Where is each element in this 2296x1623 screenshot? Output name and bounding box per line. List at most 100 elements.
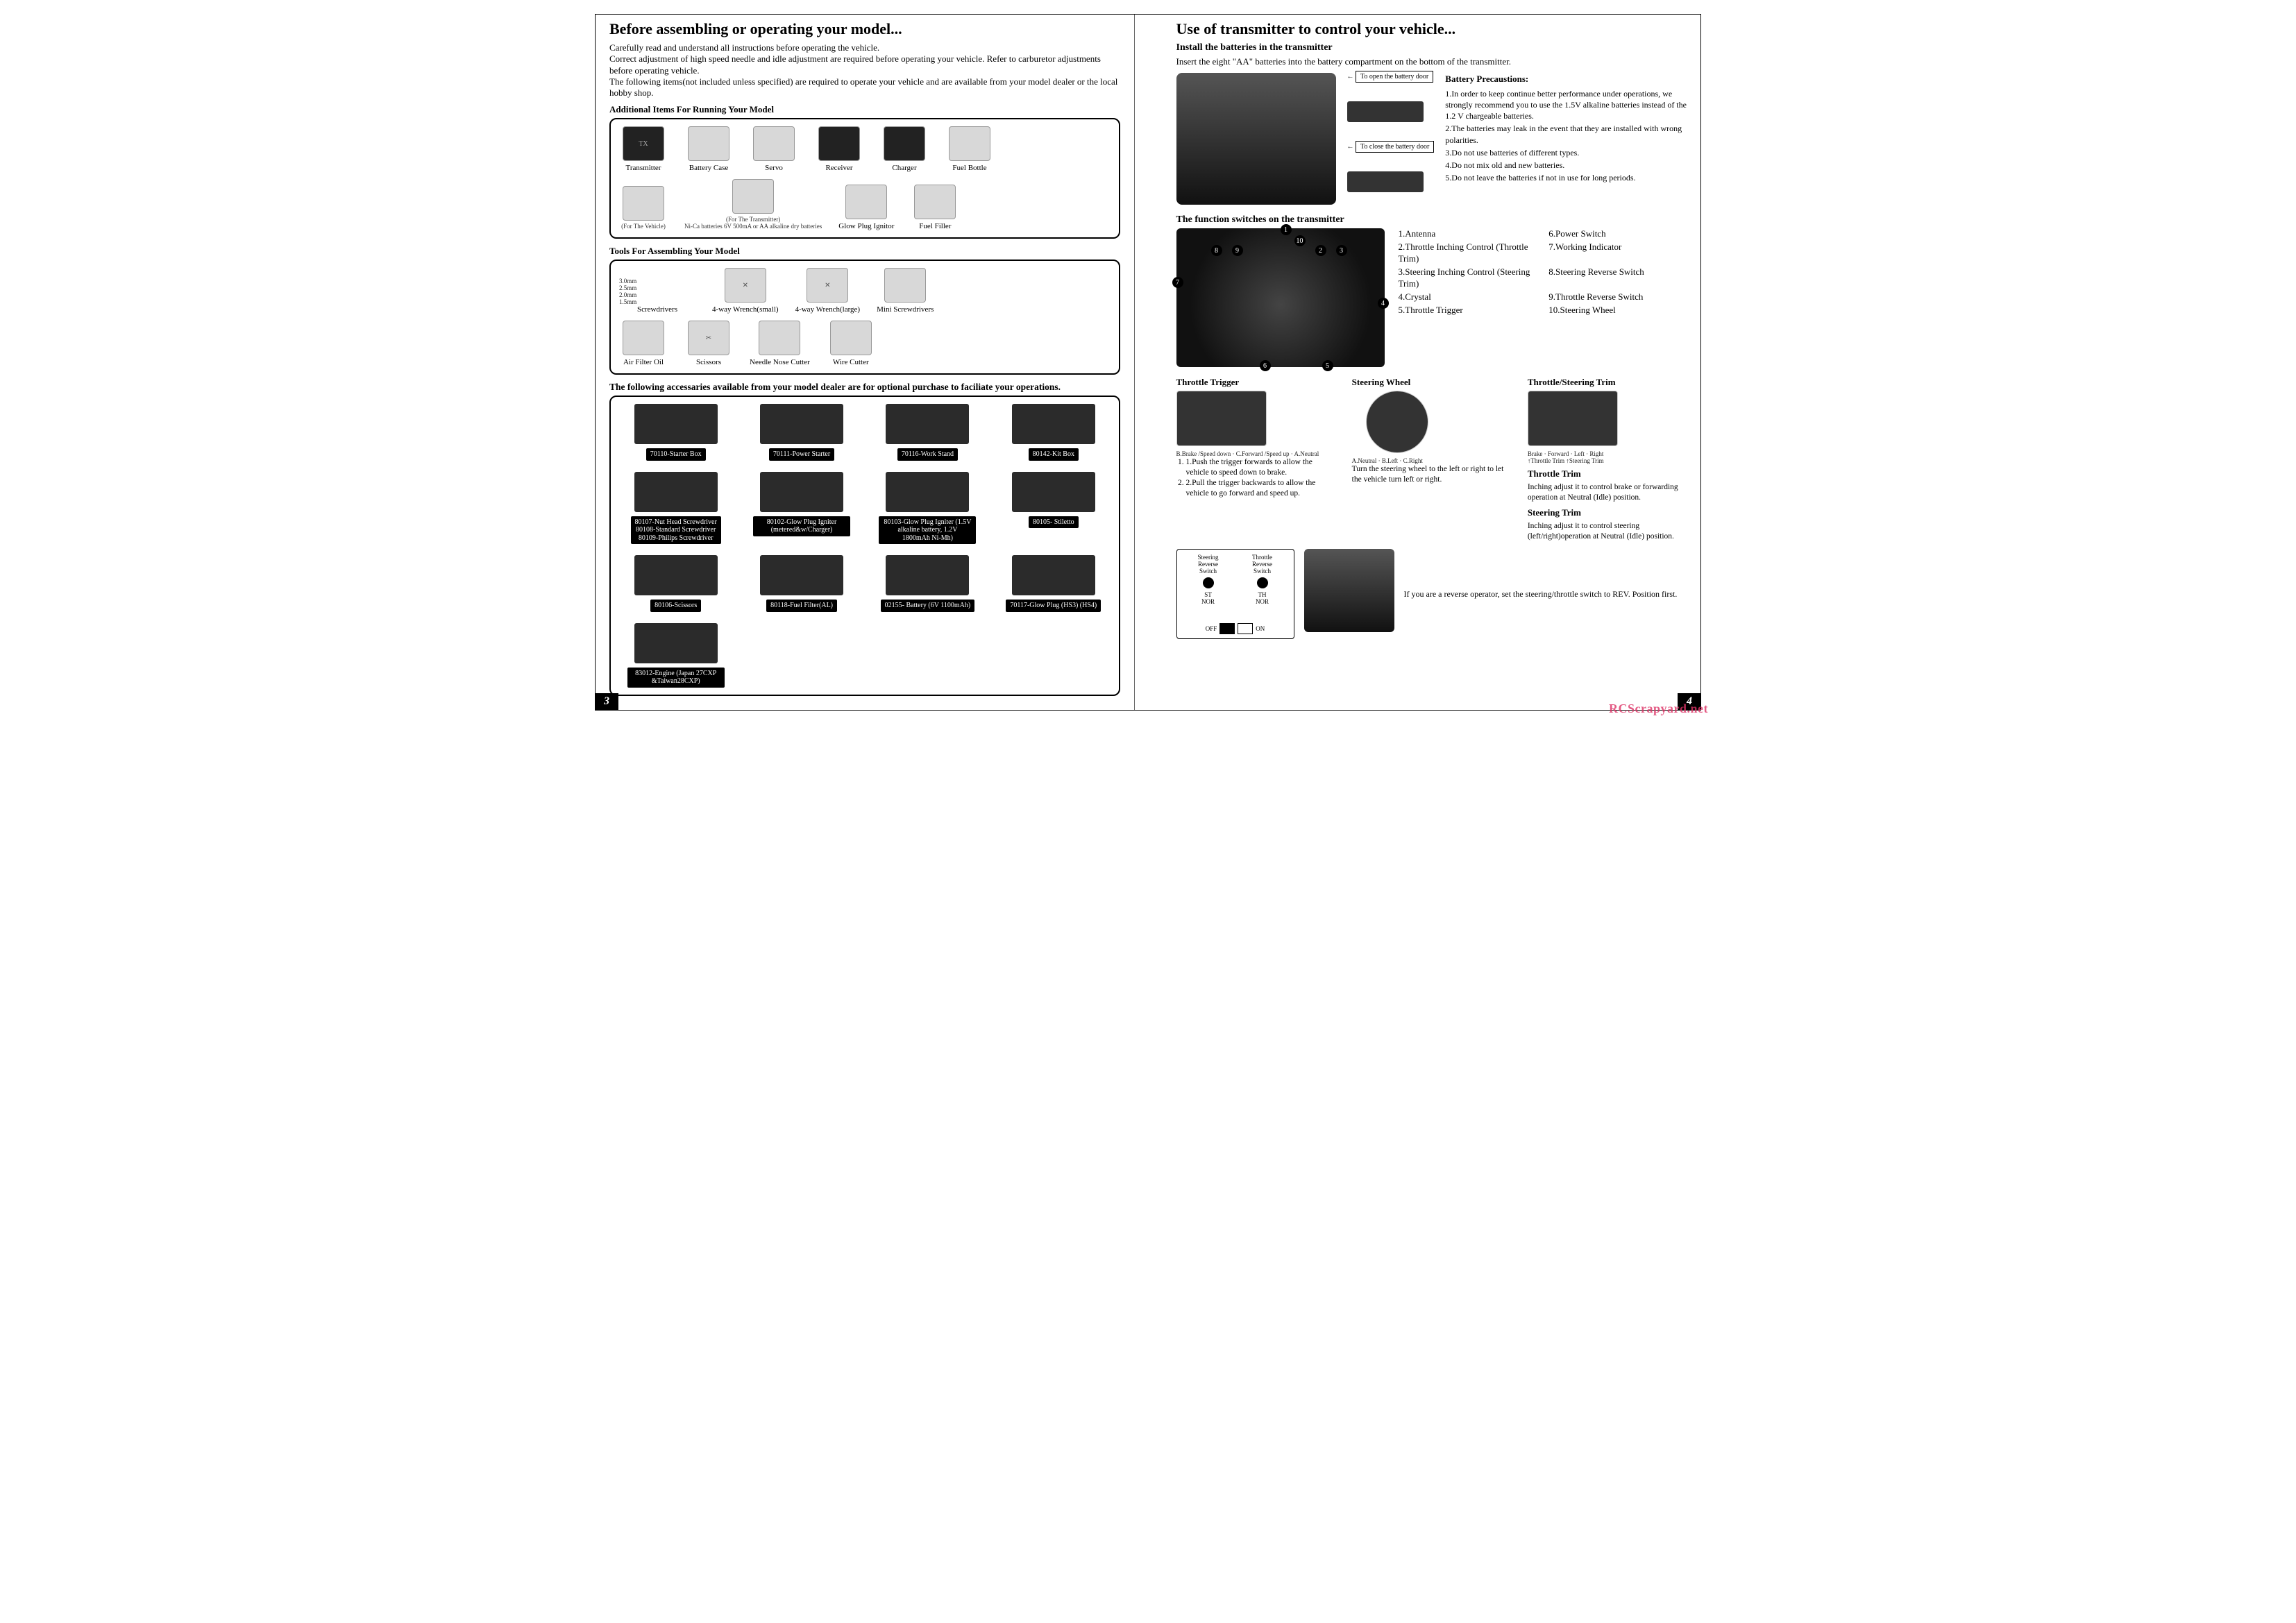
steering-wheel-block: Steering Wheel A.Neutral · B.Left · C.Ri… xyxy=(1352,377,1511,485)
precaution-item: 5.Do not leave the batteries if not in u… xyxy=(1445,172,1687,183)
tool-mini-screwdrivers: Mini Screwdrivers xyxy=(877,268,934,314)
throttle-label-b: B.Brake /Speed down xyxy=(1176,450,1231,457)
fuel-filler-icon xyxy=(914,185,956,219)
controls-section: Throttle Trigger B.Brake /Speed down · C… xyxy=(1176,377,1687,542)
trim-image xyxy=(1528,391,1618,446)
item-label: Receiver xyxy=(825,164,852,172)
wrench-icon: ✕ xyxy=(807,268,848,303)
acc-label: 80118-Fuel Filter(AL) xyxy=(766,600,837,612)
rev-on: ON xyxy=(1256,625,1265,632)
function-switches-section: The function switches on the transmitter… xyxy=(1176,214,1687,367)
acc-glow-plug: 70117-Glow Plug (HS3) (HS4) xyxy=(997,555,1110,612)
callout-2: 2 xyxy=(1315,245,1326,256)
acc-glow-igniter-metered: 80102-Glow Plug Igniter (metered&w/Charg… xyxy=(745,472,858,545)
battery-precautions: Battery Precaustions: 1.In order to keep… xyxy=(1445,73,1687,185)
acc-label: 83012-Engine (Japan 27CXP &Taiwan28CXP) xyxy=(627,668,725,688)
func-item: 3.Steering Inching Control (Steering Tri… xyxy=(1399,266,1537,290)
tool-air-filter-oil: Air Filter Oil xyxy=(619,321,668,366)
ttrim-note: Inching adjust it to control brake or fo… xyxy=(1528,482,1687,503)
steering-label-a: A.Neutral xyxy=(1352,457,1377,464)
item-label: (For The Vehicle) xyxy=(621,223,666,230)
trim-label-strim: Steering Trim xyxy=(1569,457,1604,464)
page-title-right: Use of transmitter to control your vehic… xyxy=(1176,20,1687,38)
steering-label-b: B.Left xyxy=(1382,457,1398,464)
wrench-icon: ✕ xyxy=(725,268,766,303)
transmitter-icon: TX xyxy=(623,126,664,161)
rev-th-short: TH xyxy=(1245,591,1280,598)
item-label: Transmitter xyxy=(626,164,661,172)
intro-line: Correct adjustment of high speed needle … xyxy=(609,53,1120,76)
pliers-icon xyxy=(759,321,800,355)
callout-5: 5 xyxy=(1322,360,1333,371)
steering-label-c: C.Right xyxy=(1403,457,1423,464)
acc-stiletto: 80105- Stiletto xyxy=(997,472,1110,545)
rev-st-short: ST xyxy=(1191,591,1226,598)
strim-note: Inching adjust it to control steering (l… xyxy=(1528,521,1687,542)
precaution-item: 4.Do not mix old and new batteries. xyxy=(1445,160,1687,171)
acc-label: 70110-Starter Box xyxy=(646,448,706,461)
func-item: 9.Throttle Reverse Switch xyxy=(1548,291,1687,303)
throttle-note: 1.Push the trigger forwards to allow the… xyxy=(1186,457,1335,478)
callout-10: 10 xyxy=(1294,235,1306,246)
door-open-label: To open the battery door xyxy=(1356,71,1433,83)
func-item: 5.Throttle Trigger xyxy=(1399,305,1537,316)
callout-9: 9 xyxy=(1232,245,1243,256)
door-close-label: To close the battery door xyxy=(1356,141,1434,153)
acc-label: 70116-Work Stand xyxy=(897,448,958,461)
transmitter-rear-image xyxy=(1304,549,1394,632)
acc-thumb xyxy=(1012,472,1095,512)
knob-icon xyxy=(1257,577,1268,588)
func-heading: The function switches on the transmitter xyxy=(1176,214,1687,226)
item-tx-batteries: (For The Transmitter) Ni-Ca batteries 6V… xyxy=(684,179,822,230)
callout-7: 7 xyxy=(1172,277,1183,288)
tools-heading: Tools For Assembling Your Model xyxy=(609,246,1120,257)
page-left: Before assembling or operating your mode… xyxy=(596,15,1135,710)
trim-label-forward: Forward xyxy=(1548,450,1569,457)
tool-label: Mini Screwdrivers xyxy=(877,305,934,314)
item-label: Fuel Filler xyxy=(919,222,951,230)
rev-nor: NOR xyxy=(1245,598,1280,605)
screwdriver-size: 2.0mm xyxy=(619,291,636,298)
func-item: 2.Throttle Inching Control (Throttle Tri… xyxy=(1399,241,1537,265)
func-item: 1.Antenna xyxy=(1399,228,1537,240)
batteries-icon xyxy=(732,179,774,214)
item-charger: Charger xyxy=(880,126,929,172)
precaution-item: 1.In order to keep continue better perfo… xyxy=(1445,88,1687,122)
tool-label: Wire Cutter xyxy=(833,358,869,366)
acc-label: 80142-Kit Box xyxy=(1029,448,1079,461)
item-servo: Servo xyxy=(750,126,798,172)
transmitter-top-image: 1 2 3 4 5 6 7 8 9 10 xyxy=(1176,228,1385,367)
tool-label: Air Filter Oil xyxy=(623,358,664,366)
trim-label-brake: Brake xyxy=(1528,450,1543,457)
item-fuel-bottle: Fuel Bottle xyxy=(945,126,994,172)
item-label: Glow Plug Ignitor xyxy=(838,222,894,230)
page-title-left: Before assembling or operating your mode… xyxy=(609,20,1120,38)
steering-note: Turn the steering wheel to the left or r… xyxy=(1352,464,1511,485)
rev-nor: NOR xyxy=(1191,598,1226,605)
tool-screwdrivers: 3.0mm 2.5mm 2.0mm 1.5mm Screwdrivers xyxy=(619,278,695,314)
cutter-icon xyxy=(830,321,872,355)
callout-1: 1 xyxy=(1281,224,1292,235)
tool-wire-cutter: Wire Cutter xyxy=(827,321,875,366)
mini-screwdriver-icon xyxy=(884,268,926,303)
item-vehicle-batteries: (For The Vehicle) xyxy=(619,186,668,230)
func-item: 6.Power Switch xyxy=(1548,228,1687,240)
screwdriver-size: 2.5mm xyxy=(619,284,636,291)
fuel-bottle-icon xyxy=(949,126,990,161)
func-item: 4.Crystal xyxy=(1399,291,1537,303)
precaution-item: 3.Do not use batteries of different type… xyxy=(1445,147,1687,158)
func-item: 8.Steering Reverse Switch xyxy=(1548,266,1687,290)
accessories-heading: The following accessaries available from… xyxy=(609,382,1120,393)
item-battery-case: Battery Case xyxy=(684,126,733,172)
receiver-icon xyxy=(818,126,860,161)
additional-items-heading: Additional Items For Running Your Model xyxy=(609,104,1120,115)
intro-line: Carefully read and understand all instru… xyxy=(609,42,1120,53)
intro-line: The following items(not included unless … xyxy=(609,76,1120,99)
acc-starter-box: 70110-Starter Box xyxy=(619,404,732,461)
function-list: 1.Antenna 6.Power Switch 2.Throttle Inch… xyxy=(1399,228,1687,316)
battery-door-labels: ← To open the battery door ← To close th… xyxy=(1347,73,1435,192)
steering-wheel-image xyxy=(1366,391,1428,453)
tool-label: 4-way Wrench(small) xyxy=(712,305,779,314)
battery-case-icon xyxy=(688,126,729,161)
acc-thumb xyxy=(760,404,843,444)
